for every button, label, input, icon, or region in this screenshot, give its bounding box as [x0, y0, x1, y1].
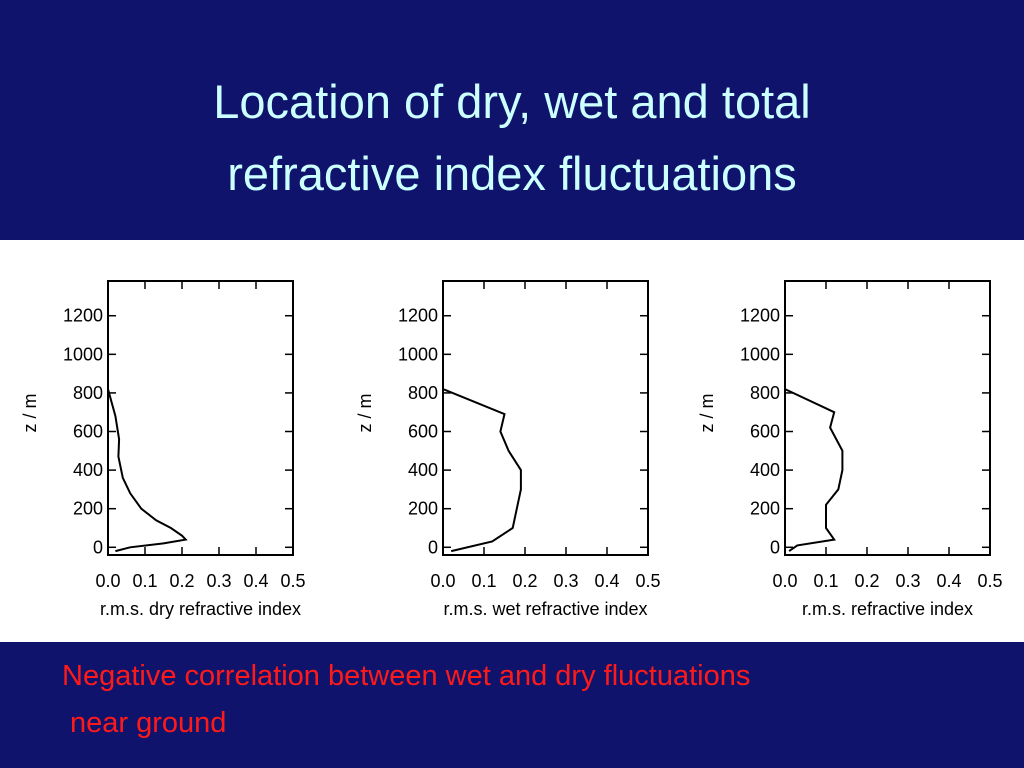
x-tick-label: 0.3: [895, 571, 920, 591]
figure-panel: [0, 240, 1024, 642]
x-axis-label: r.m.s. dry refractive index: [100, 599, 301, 619]
profile-line: [784, 388, 844, 552]
x-tick-label: 0.1: [813, 571, 838, 591]
x-tick-label: 0.4: [243, 571, 268, 591]
y-tick-label: 0: [428, 537, 438, 557]
x-tick-label: 0.5: [977, 571, 1002, 591]
x-tick-label: 0.2: [512, 571, 537, 591]
x-axis-label: r.m.s. refractive index: [802, 599, 973, 619]
plot-frame: [442, 280, 649, 556]
caption: Negative correlation between wet and dry…: [62, 660, 750, 692]
y-axis-label: z / m: [355, 394, 375, 433]
caption: near ground: [70, 707, 226, 739]
x-tick-label: 0.5: [280, 571, 305, 591]
x-tick-label: 0.4: [936, 571, 961, 591]
y-tick-label: 1000: [398, 344, 438, 364]
slide-title: Location of dry, wet and total: [213, 75, 810, 128]
y-tick-label: 1000: [63, 344, 103, 364]
y-tick-label: 1000: [740, 344, 780, 364]
y-tick-label: 200: [408, 499, 438, 519]
x-tick-label: 0.4: [594, 571, 619, 591]
y-tick-label: 800: [73, 383, 103, 403]
x-tick-label: 0.3: [206, 571, 231, 591]
y-tick-label: 600: [750, 422, 780, 442]
x-tick-label: 0.2: [854, 571, 879, 591]
x-tick-label: 0.0: [95, 571, 120, 591]
x-tick-label: 0.5: [635, 571, 660, 591]
x-tick-label: 0.1: [471, 571, 496, 591]
plot-frame: [784, 280, 991, 556]
profile-line: [107, 388, 188, 553]
y-tick-label: 800: [750, 383, 780, 403]
y-tick-label: 200: [73, 499, 103, 519]
y-tick-label: 0: [770, 537, 780, 557]
x-tick-label: 0.0: [430, 571, 455, 591]
x-axis-label: r.m.s. wet refractive index: [443, 599, 647, 619]
y-tick-label: 400: [750, 460, 780, 480]
slide-title: refractive index fluctuations: [227, 147, 797, 200]
x-tick-label: 0.3: [553, 571, 578, 591]
y-tick-label: 400: [73, 460, 103, 480]
x-tick-label: 0.2: [169, 571, 194, 591]
x-tick-label: 0.1: [132, 571, 157, 591]
y-tick-label: 1200: [740, 306, 780, 326]
y-tick-label: 1200: [63, 306, 103, 326]
y-tick-label: 600: [408, 422, 438, 442]
y-tick-label: 800: [408, 383, 438, 403]
y-axis-label: z / m: [20, 394, 40, 433]
y-tick-label: 1200: [398, 306, 438, 326]
x-tick-label: 0.0: [772, 571, 797, 591]
y-axis-label: z / m: [697, 394, 717, 433]
y-tick-label: 0: [93, 537, 103, 557]
profile-line: [442, 388, 522, 553]
y-tick-label: 600: [73, 422, 103, 442]
plot-frame: [107, 280, 294, 556]
y-tick-label: 400: [408, 460, 438, 480]
y-tick-label: 200: [750, 499, 780, 519]
